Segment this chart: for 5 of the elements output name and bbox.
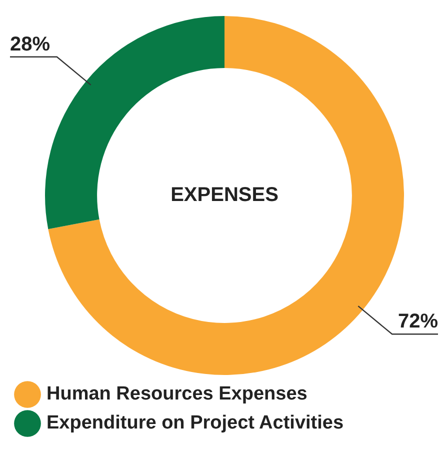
data-label: 28% — [10, 33, 50, 56]
text: EXPENSES — [170, 184, 278, 206]
legend-label: Expenditure on Project Activities — [46, 412, 344, 434]
data-label: 72% — [398, 310, 438, 333]
legend-label: Human Resources Expenses — [46, 384, 308, 405]
